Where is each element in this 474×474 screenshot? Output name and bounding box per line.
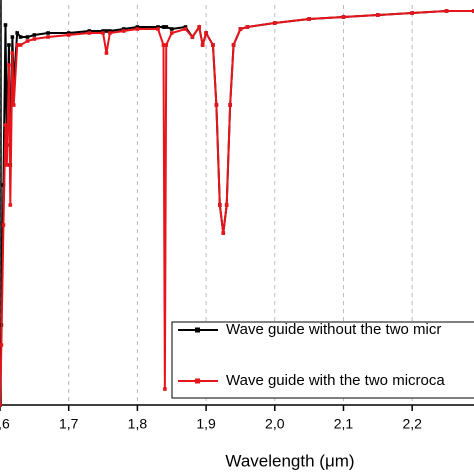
point <box>211 43 215 47</box>
point <box>87 29 92 33</box>
legend-label: Wave guide with the two microca <box>226 372 445 389</box>
point <box>444 9 449 13</box>
point <box>169 31 174 35</box>
point <box>108 31 112 35</box>
point <box>190 35 195 39</box>
point <box>1 223 6 227</box>
point <box>108 29 112 33</box>
point <box>164 43 169 47</box>
point <box>183 25 188 29</box>
point <box>224 203 229 207</box>
point <box>3 123 8 127</box>
point <box>25 39 30 43</box>
point <box>245 25 250 29</box>
point <box>7 63 11 67</box>
point <box>7 43 11 47</box>
x-tick-label: 2,0 <box>265 416 285 432</box>
legend-marker <box>195 327 200 333</box>
point <box>218 203 222 207</box>
point <box>3 23 8 27</box>
point <box>163 387 167 391</box>
point <box>0 343 4 347</box>
point <box>46 35 50 39</box>
point <box>410 11 414 15</box>
point <box>46 31 50 35</box>
point <box>8 203 13 207</box>
point <box>272 21 277 25</box>
point <box>11 103 16 107</box>
point <box>161 43 166 47</box>
point <box>169 27 174 31</box>
x-tick-label: 1,8 <box>128 416 148 432</box>
point <box>164 25 169 29</box>
point <box>238 27 243 31</box>
x-tick-label: 1,7 <box>59 416 79 432</box>
x-tick-label: 2,1 <box>334 416 354 432</box>
point <box>376 13 380 17</box>
x-tick-label: 2,2 <box>402 416 422 432</box>
legend: Wave guide without the two micr Wave guid… <box>171 321 474 399</box>
point <box>15 31 19 35</box>
point <box>101 31 105 35</box>
point <box>66 31 71 35</box>
point <box>204 31 208 35</box>
point <box>0 403 2 407</box>
point <box>156 27 160 31</box>
point <box>66 33 71 37</box>
legend-box <box>171 321 474 399</box>
point <box>10 51 15 55</box>
point <box>121 29 126 33</box>
legend-marker <box>195 378 200 384</box>
point <box>25 35 30 39</box>
point <box>228 103 232 107</box>
x-tick-label: 1,6 <box>0 416 10 432</box>
point <box>221 231 226 235</box>
point <box>307 17 311 21</box>
point <box>18 35 23 39</box>
point <box>200 43 205 47</box>
legend-label: Wave guide without the two micr <box>226 321 441 338</box>
point <box>10 35 15 39</box>
point <box>214 103 219 107</box>
point <box>104 29 109 33</box>
point <box>32 37 37 41</box>
x-axis-label: Wavelength (μm) <box>225 451 354 470</box>
point <box>101 29 105 33</box>
point <box>472 9 474 13</box>
point <box>18 43 23 47</box>
point <box>341 15 346 19</box>
point <box>104 51 109 55</box>
point <box>197 25 202 29</box>
point <box>32 33 37 37</box>
x-tick-label: 1,9 <box>196 416 216 432</box>
point <box>231 43 236 47</box>
point <box>5 163 9 167</box>
point <box>121 27 126 31</box>
point <box>135 27 140 31</box>
point <box>15 43 19 47</box>
point <box>183 27 188 31</box>
point <box>156 25 160 29</box>
point <box>87 31 92 35</box>
point <box>135 25 140 29</box>
